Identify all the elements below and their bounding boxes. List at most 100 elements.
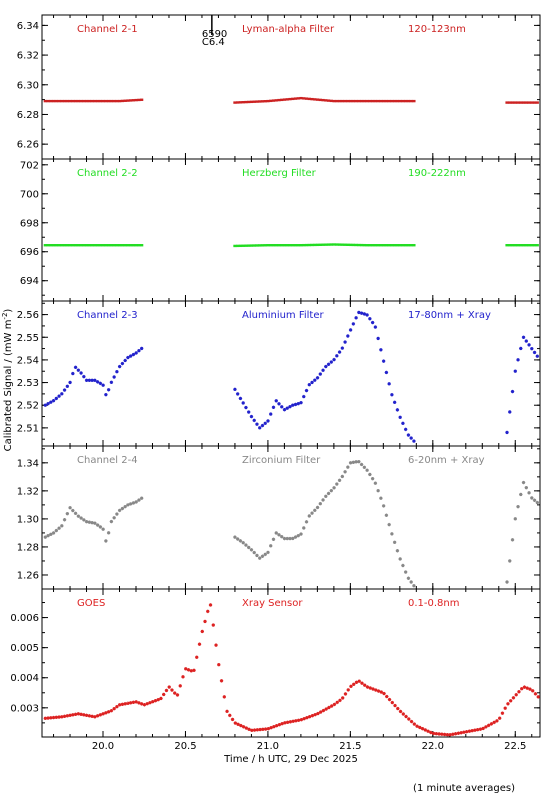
data-point [84, 520, 89, 524]
data-point [82, 374, 86, 379]
data-point [307, 714, 312, 719]
data-point [519, 492, 523, 497]
data-point [239, 723, 243, 728]
data-point [481, 726, 485, 731]
data-point [260, 423, 265, 428]
data-point [352, 682, 356, 687]
y-tick-label: 1.28 [17, 542, 39, 553]
data-point [332, 702, 337, 707]
data-point [329, 488, 334, 493]
data-point [381, 504, 386, 508]
data-point [536, 695, 540, 699]
data-point [362, 465, 367, 469]
data-point [299, 532, 303, 536]
data-point [238, 539, 243, 543]
data-point [516, 358, 520, 362]
data-point [362, 312, 367, 316]
data-point [291, 403, 295, 407]
data-point [269, 412, 273, 416]
data-point [371, 687, 375, 691]
data-point [381, 359, 386, 363]
data-point [128, 502, 133, 506]
data-point [326, 491, 331, 496]
data-point [112, 375, 116, 379]
data-point [335, 482, 339, 486]
data-point [354, 316, 358, 320]
y-tick-label: 1.32 [17, 486, 39, 497]
y-tick-label: 2.53 [17, 378, 39, 389]
data-point [277, 402, 281, 406]
data-point [128, 354, 133, 358]
y-axis-title-close: ) [3, 309, 14, 313]
data-point [128, 701, 133, 705]
data-point [359, 311, 364, 315]
data-point [76, 712, 81, 716]
data-point [528, 687, 532, 691]
panel-filter-label: Zirconium Filter [242, 455, 321, 466]
data-point [376, 489, 380, 493]
data-point [299, 400, 303, 405]
data-point [343, 692, 348, 696]
data-point [318, 710, 323, 714]
data-point [406, 433, 411, 437]
data-point [90, 520, 94, 525]
series-p1-0 [43, 98, 144, 103]
data-point [217, 663, 221, 667]
data-point [307, 514, 311, 518]
data-point [109, 709, 114, 713]
x-tick-label: 21.5 [339, 741, 361, 752]
data-point [164, 688, 169, 693]
data-point [390, 532, 394, 536]
data-point [115, 370, 119, 374]
data-point [261, 727, 265, 732]
data-point [255, 728, 260, 732]
data-point [346, 688, 350, 692]
data-point [401, 712, 405, 716]
series-p3-2 [505, 335, 540, 435]
data-point [338, 698, 342, 703]
data-point [524, 485, 528, 490]
data-point [398, 557, 402, 561]
y-tick-label: 6.26 [17, 140, 39, 151]
data-point [429, 730, 433, 735]
data-point [285, 720, 290, 724]
data-point [46, 716, 50, 720]
data-point [321, 708, 326, 713]
data-point [148, 701, 152, 705]
data-point [525, 686, 529, 690]
data-point [104, 711, 108, 715]
data-point [341, 696, 345, 700]
x-tick-label: 20.0 [92, 741, 114, 752]
panel-p2: 694 696 698 700 702 Channel 2-2 Herzberg Filte… [20, 158, 541, 302]
data-point [293, 535, 298, 539]
data-point [263, 552, 267, 557]
data-point [327, 705, 331, 710]
y-tick-label: 1.34 [17, 458, 39, 469]
data-point [106, 531, 111, 535]
data-point [49, 716, 53, 720]
data-point [379, 690, 383, 694]
data-point [385, 694, 389, 699]
data-point [272, 725, 276, 729]
data-point [527, 343, 531, 347]
y-tick-label: 2.52 [17, 401, 39, 412]
data-point [65, 714, 70, 718]
data-point [285, 406, 289, 410]
data-point [415, 724, 419, 728]
series-p4-2 [505, 480, 540, 584]
data-point [266, 550, 270, 555]
data-point [459, 731, 463, 735]
series-p4-1 [233, 459, 416, 588]
data-point [390, 700, 394, 705]
data-point [101, 383, 105, 387]
data-point [288, 720, 293, 724]
data-point [76, 368, 81, 372]
data-point [335, 700, 339, 705]
data-point [310, 511, 314, 515]
data-point [62, 388, 67, 392]
panel-band-label: 0.1-0.8nm [408, 598, 460, 609]
data-point [79, 516, 83, 520]
data-point [376, 689, 381, 693]
data-point [313, 508, 317, 513]
data-point [368, 317, 372, 321]
